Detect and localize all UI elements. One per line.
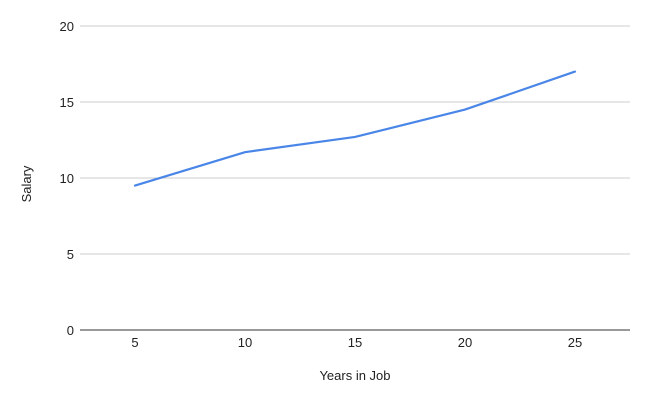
y-tick-label: 5 bbox=[67, 247, 74, 262]
y-axis-title: Salary bbox=[19, 165, 34, 202]
grid-lines bbox=[80, 25, 630, 331]
y-tick-label: 10 bbox=[60, 171, 74, 186]
x-axis-ticks: 5 10 15 20 25 bbox=[131, 335, 582, 350]
y-tick-label: 0 bbox=[67, 323, 74, 338]
x-tick-label: 5 bbox=[131, 335, 138, 350]
series-line-0 bbox=[133, 70, 577, 187]
series-layer bbox=[133, 70, 577, 187]
x-tick-label: 25 bbox=[568, 335, 582, 350]
y-tick-label: 20 bbox=[60, 19, 74, 34]
x-axis-title: Years in Job bbox=[319, 368, 390, 383]
x-tick-label: 10 bbox=[238, 335, 252, 350]
y-tick-label: 15 bbox=[60, 95, 74, 110]
y-axis-ticks: 0 5 10 15 20 bbox=[60, 19, 74, 338]
x-tick-label: 15 bbox=[348, 335, 362, 350]
x-tick-label: 20 bbox=[458, 335, 472, 350]
